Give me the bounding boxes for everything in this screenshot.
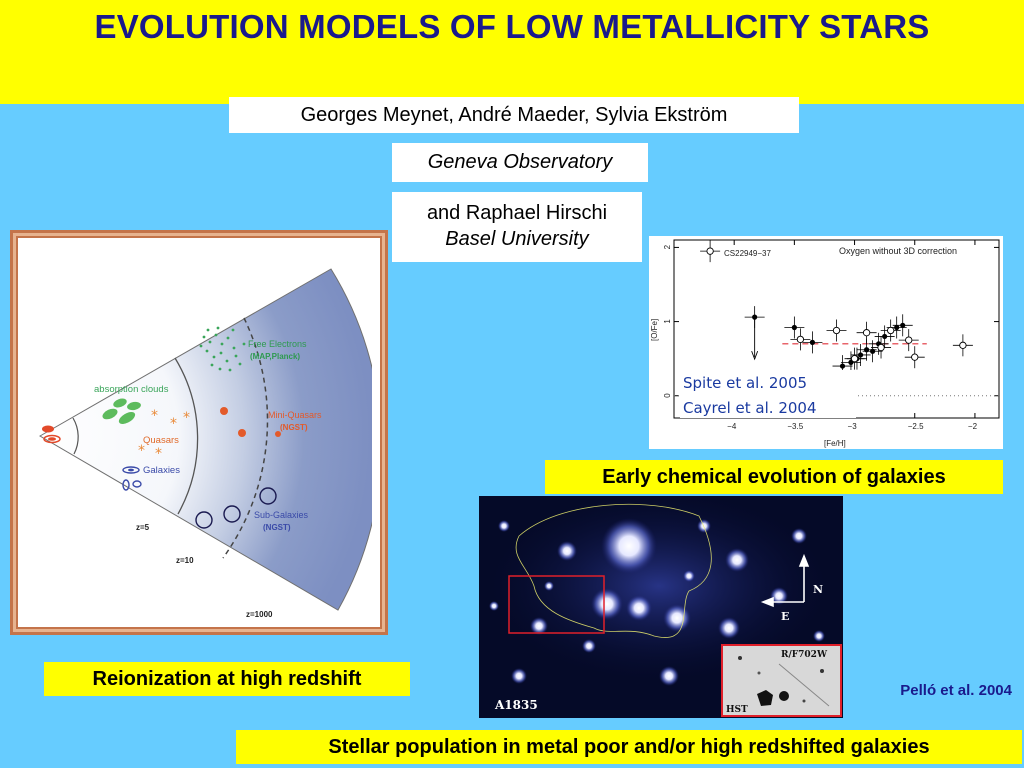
- oxygen-scatter-plot: Oxygen without 3D correction CS22949−37 …: [650, 239, 1000, 448]
- plot-title: Oxygen without 3D correction: [839, 246, 957, 256]
- cayrel-point: [959, 341, 967, 349]
- reionization-caption: Reionization at high redshift: [92, 668, 362, 690]
- footer-caption: Stellar population in metal poor and/or …: [328, 736, 930, 758]
- svg-text:*: *: [170, 416, 177, 432]
- mini-quasars-label: Mini-Quasars: [268, 410, 322, 420]
- spite-point: [894, 324, 900, 331]
- reference-labels-backdrop: [680, 370, 856, 418]
- reionization-caption-box: Reionization at high redshift: [44, 662, 410, 696]
- spite-point: [809, 339, 816, 345]
- z5-label: z=5: [136, 523, 150, 532]
- y-tick-label: 1: [663, 319, 672, 324]
- compass-east-label: E: [781, 610, 789, 623]
- cayrel-point: [905, 336, 913, 344]
- absorption-cloud-shapes: [102, 398, 141, 424]
- reionization-figure-frame: Free Electrons (MAP,Planck) absorption c…: [10, 230, 388, 635]
- institution-box: Geneva Observatory: [392, 143, 648, 182]
- svg-text:*: *: [183, 410, 190, 426]
- z1000-label: z=1000: [246, 610, 273, 619]
- ref-spite-label: Spite et al. 2005: [683, 374, 807, 392]
- free-electrons-dots: [199, 326, 246, 372]
- upper-limit-arrowhead: [751, 350, 759, 361]
- cayrel-point: [832, 326, 841, 335]
- coauthor-name: and Raphael Hirschi: [426, 202, 608, 224]
- plot-annotation: CS22949−37: [724, 249, 771, 258]
- x-tick-label: −2.5: [908, 422, 924, 431]
- authors-box: Georges Meynet, André Maeder, Sylvia Eks…: [229, 97, 799, 133]
- wedge-shape: [39, 268, 380, 611]
- coauthor-affiliation: Basel University: [445, 228, 589, 250]
- title-banner: [0, 0, 1024, 104]
- compass-icon: [760, 553, 810, 608]
- cayrel-point: [796, 335, 805, 344]
- svg-text:*: *: [138, 443, 145, 459]
- photo-credit: Pelló et al. 2004: [900, 682, 1012, 699]
- observer-icon: [42, 425, 61, 444]
- x-tick-label: −3.5: [787, 422, 803, 431]
- x-tick-label: −3: [848, 422, 858, 431]
- spite-point: [882, 333, 888, 340]
- cayrel-point: [877, 343, 885, 352]
- mini-quasar-icons: [220, 407, 281, 437]
- spite-point: [839, 363, 846, 369]
- a1835-field: N E A1835 R/F702W HST: [479, 496, 843, 718]
- spite-point: [791, 324, 797, 331]
- galaxy-icons: [122, 466, 142, 491]
- z5-boundary-arc: [174, 357, 199, 515]
- hst-inset: [721, 644, 842, 717]
- critical-line-contour: [515, 503, 712, 638]
- sub-galaxies-probe-label: (NGST): [263, 523, 291, 532]
- y-axis-label: [O/Fe]: [650, 319, 659, 341]
- cayrel-point: [850, 355, 859, 363]
- ref-cayrel-label: Cayrel et al. 2004: [683, 399, 817, 417]
- compass-north-label: N: [813, 583, 823, 596]
- near-boundary-arc: [72, 417, 79, 455]
- authors-text: Georges Meynet, André Maeder, Sylvia Eks…: [300, 104, 728, 126]
- free-electrons-label: Free Electrons: [248, 339, 307, 349]
- chemical-evolution-caption: Early chemical evolution of galaxies: [602, 466, 946, 488]
- sub-galaxies-label: Sub-Galaxies: [254, 510, 309, 520]
- z10-boundary-arc: [222, 317, 269, 559]
- cayrel-point: [862, 329, 871, 337]
- footer-caption-box: Stellar population in metal poor and/or …: [236, 730, 1022, 764]
- x-tick-label: −4: [727, 422, 737, 431]
- y-tick-label: 2: [663, 244, 672, 249]
- y-tick-label: 0: [663, 393, 672, 398]
- cayrel-point: [911, 353, 919, 361]
- svg-text:*: *: [155, 446, 162, 462]
- z10-label: z=10: [176, 556, 194, 565]
- mini-quasars-probe-label: (NGST): [280, 423, 308, 432]
- cayrel-point: [887, 326, 895, 335]
- coauthor-box: and Raphael Hirschi Basel University: [392, 192, 642, 262]
- quasars-label: Quasars: [143, 435, 179, 446]
- spite-point: [900, 322, 906, 328]
- absorption-clouds-label: absorption clouds: [94, 384, 169, 395]
- inset-hst-label: HST: [726, 705, 748, 715]
- x-tick-label: −2: [968, 422, 978, 431]
- x-axis-label: [Fe/H]: [824, 439, 846, 448]
- institution-text: Geneva Observatory: [427, 151, 613, 173]
- galaxies-label: Galaxies: [143, 465, 180, 476]
- spite-point: [870, 348, 876, 354]
- spite-point: [857, 352, 864, 358]
- a1835-label: A1835: [494, 698, 538, 712]
- page-title: EVOLUTION MODELS OF LOW METALLICITY STAR…: [94, 8, 930, 45]
- zoom-region-box: [508, 575, 605, 634]
- oxygen-plot-panel: Oxygen without 3D correction CS22949−37 …: [649, 236, 1003, 449]
- free-electrons-probe-label: (MAP,Planck): [250, 352, 300, 361]
- reionization-diagram: Free Electrons (MAP,Planck) absorption c…: [39, 268, 380, 619]
- inset-filter-label: R/F702W: [781, 650, 828, 660]
- reionization-figure: Free Electrons (MAP,Planck) absorption c…: [18, 238, 380, 627]
- svg-text:*: *: [151, 408, 158, 424]
- chemical-evolution-caption-box: Early chemical evolution of galaxies: [545, 460, 1003, 494]
- cayrel-point: [706, 247, 714, 255]
- a1835-image: N E A1835 R/F702W HST: [479, 496, 843, 718]
- quasar-stars: * * * * *: [138, 408, 190, 462]
- sub-galaxy-icons: [195, 487, 277, 529]
